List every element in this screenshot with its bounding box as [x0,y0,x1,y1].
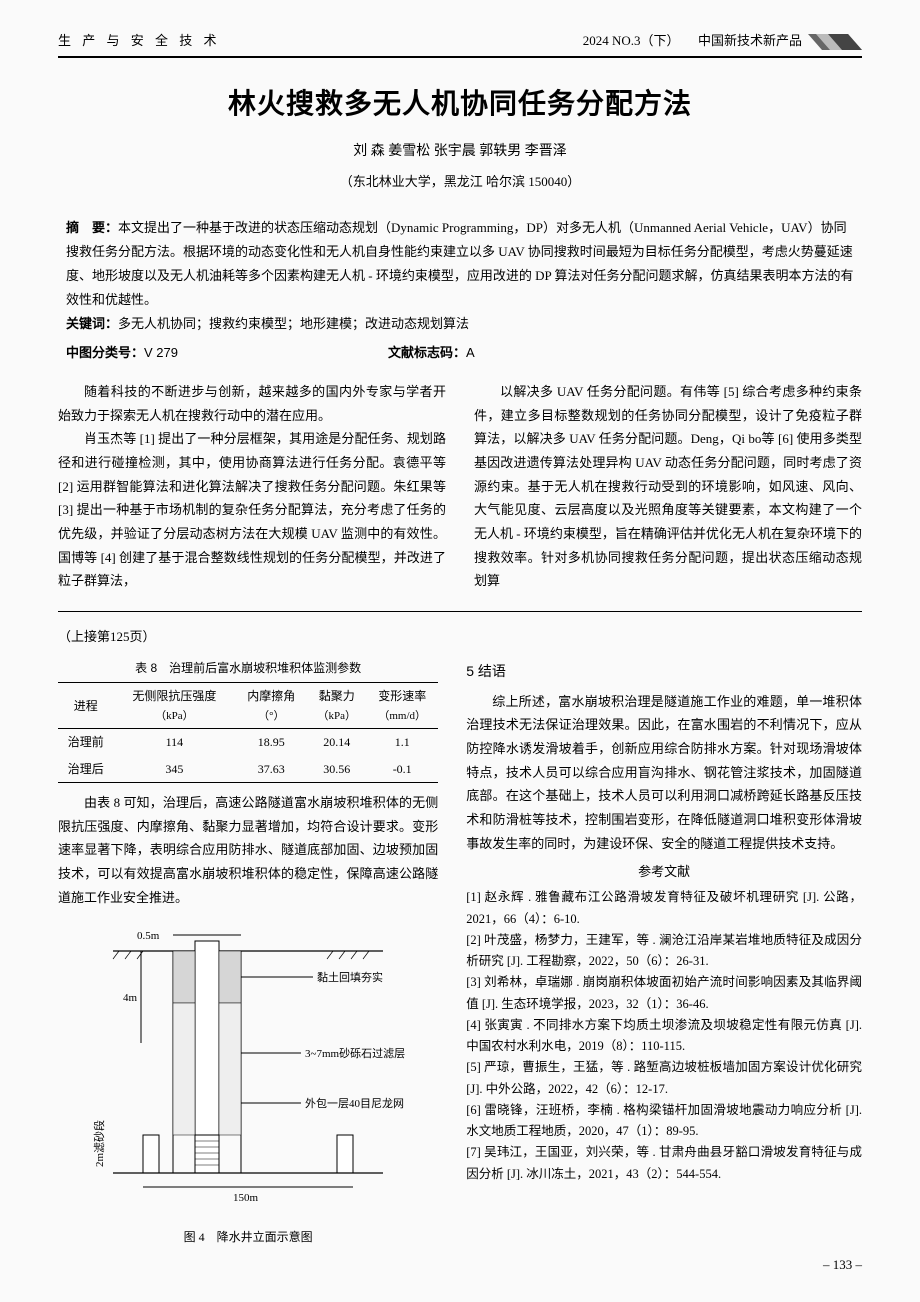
svg-text:外包一层40目尼龙网: 外包一层40目尼龙网 [305,1097,404,1110]
ref-item: [7] 吴玮江，王国亚，刘兴荣，等 . 甘肃舟曲县牙豁口滑坡发育特征与成因分析 … [466,1142,862,1185]
ref-item: [2] 叶茂盛，杨梦力，王建军，等 . 澜沧江沿岸某岩堆地质特征及成因分析研究 … [466,930,862,973]
table-discussion: 由表 8 可知，治理后，高速公路隧道富水崩坡积堆积体的无侧限抗压强度、内摩擦角、… [58,791,438,909]
svg-text:0.5m: 0.5m [137,930,160,942]
ref-item: [5] 严琼，曹振生，王猛，等 . 路堑高边坡桩板墙加固方案设计优化研究 [J]… [466,1057,862,1100]
header-rule [58,56,862,58]
svg-text:150m: 150m [233,1192,259,1204]
ref-item: [6] 雷晓锋，汪班桥，李楠 . 格构梁锚杆加固滑坡地震动力响应分析 [J]. … [466,1100,862,1143]
intro-para-1: 随着科技的不断进步与创新，越来越多的国内外专家与学者开始致力于探索无人机在搜救行… [58,380,446,427]
keywords: 关键词：多无人机协同；搜救约束模型；地形建模；改进动态规划算法 [66,312,854,336]
figure-4-caption: 图 4 降水井立面示意图 [58,1227,438,1247]
references-title: 参考文献 [466,861,862,883]
corner-stripe-icon [808,30,862,52]
intro-para-2: 肖玉杰等 [1] 提出了一种分层框架，其用途是分配任务、规划路径和进行碰撞检测，… [58,427,446,593]
article-title: 林火搜救多无人机协同任务分配方法 [58,80,862,128]
continuation-note: （上接第125页） [58,626,862,648]
svg-text:3~7mm砂砾石过滤层: 3~7mm砂砾石过滤层 [305,1047,405,1060]
journal-name: 中国新技术新产品 [698,30,802,52]
issue-number: 2024 NO.3（下） [583,30,680,52]
svg-text:2m滤砂段: 2m滤砂段 [92,1120,106,1167]
section-5-header: 5 结语 [466,660,862,684]
svg-text:4m: 4m [123,992,138,1004]
affiliation: （东北林业大学，黑龙江 哈尔滨 150040） [58,171,862,193]
section-name: 生 产 与 安 全 技 术 [58,30,221,52]
ref-item: [1] 赵永辉 . 雅鲁藏布江公路滑坡发育特征及破坏机理研究 [J]. 公路，2… [466,887,862,930]
abstract: 摘 要：本文提出了一种基于改进的状态压缩动态规划（Dynamic Program… [66,216,854,312]
intro-body: 随着科技的不断进步与创新，越来越多的国内外专家与学者开始致力于探索无人机在搜救行… [58,380,862,593]
ref-item: [4] 张寅寅 . 不同排水方案下均质土坝渗流及坝坡稳定性有限元仿真 [J]. … [466,1015,862,1058]
page-number: – 133 – [823,1254,862,1276]
ref-item: [3] 刘希林，卓瑞娜 . 崩岗崩积体坡面初始产流时间影响因素及其临界阈值 [J… [466,972,862,1015]
figure-4: 0.5m [58,923,438,1246]
conclusion-para: 综上所述，富水崩坡积治理是隧道施工作业的难题，单一堆积体治理技术无法保证治理效果… [466,690,862,856]
authors: 刘 森 姜雪松 张宇晨 郭轶男 李晋泽 [58,140,862,164]
intro-para-3: 以解决多 UAV 任务分配问题。有伟等 [5] 综合考虑多种约束条件，建立多目标… [474,380,862,593]
table-row: 治理后 345 37.63 30.56 -0.1 [58,756,438,783]
table-8: 进程 无侧限抗压强度（kPa） 内摩擦角（°） 黏聚力（kPa） 变形速率（mm… [58,682,438,783]
references-list: [1] 赵永辉 . 雅鲁藏布江公路滑坡发育特征及破坏机理研究 [J]. 公路，2… [466,887,862,1185]
table-8-caption: 表 8 治理前后富水崩坡积堆积体监测参数 [58,658,438,678]
doc-code: 文献标志码：A [388,342,475,364]
table-row: 治理前 114 18.95 20.14 1.1 [58,729,438,756]
svg-text:黏土回填夯实: 黏土回填夯实 [317,970,383,984]
section-divider [58,611,862,612]
clc: 中图分类号：V 279 [66,342,178,364]
